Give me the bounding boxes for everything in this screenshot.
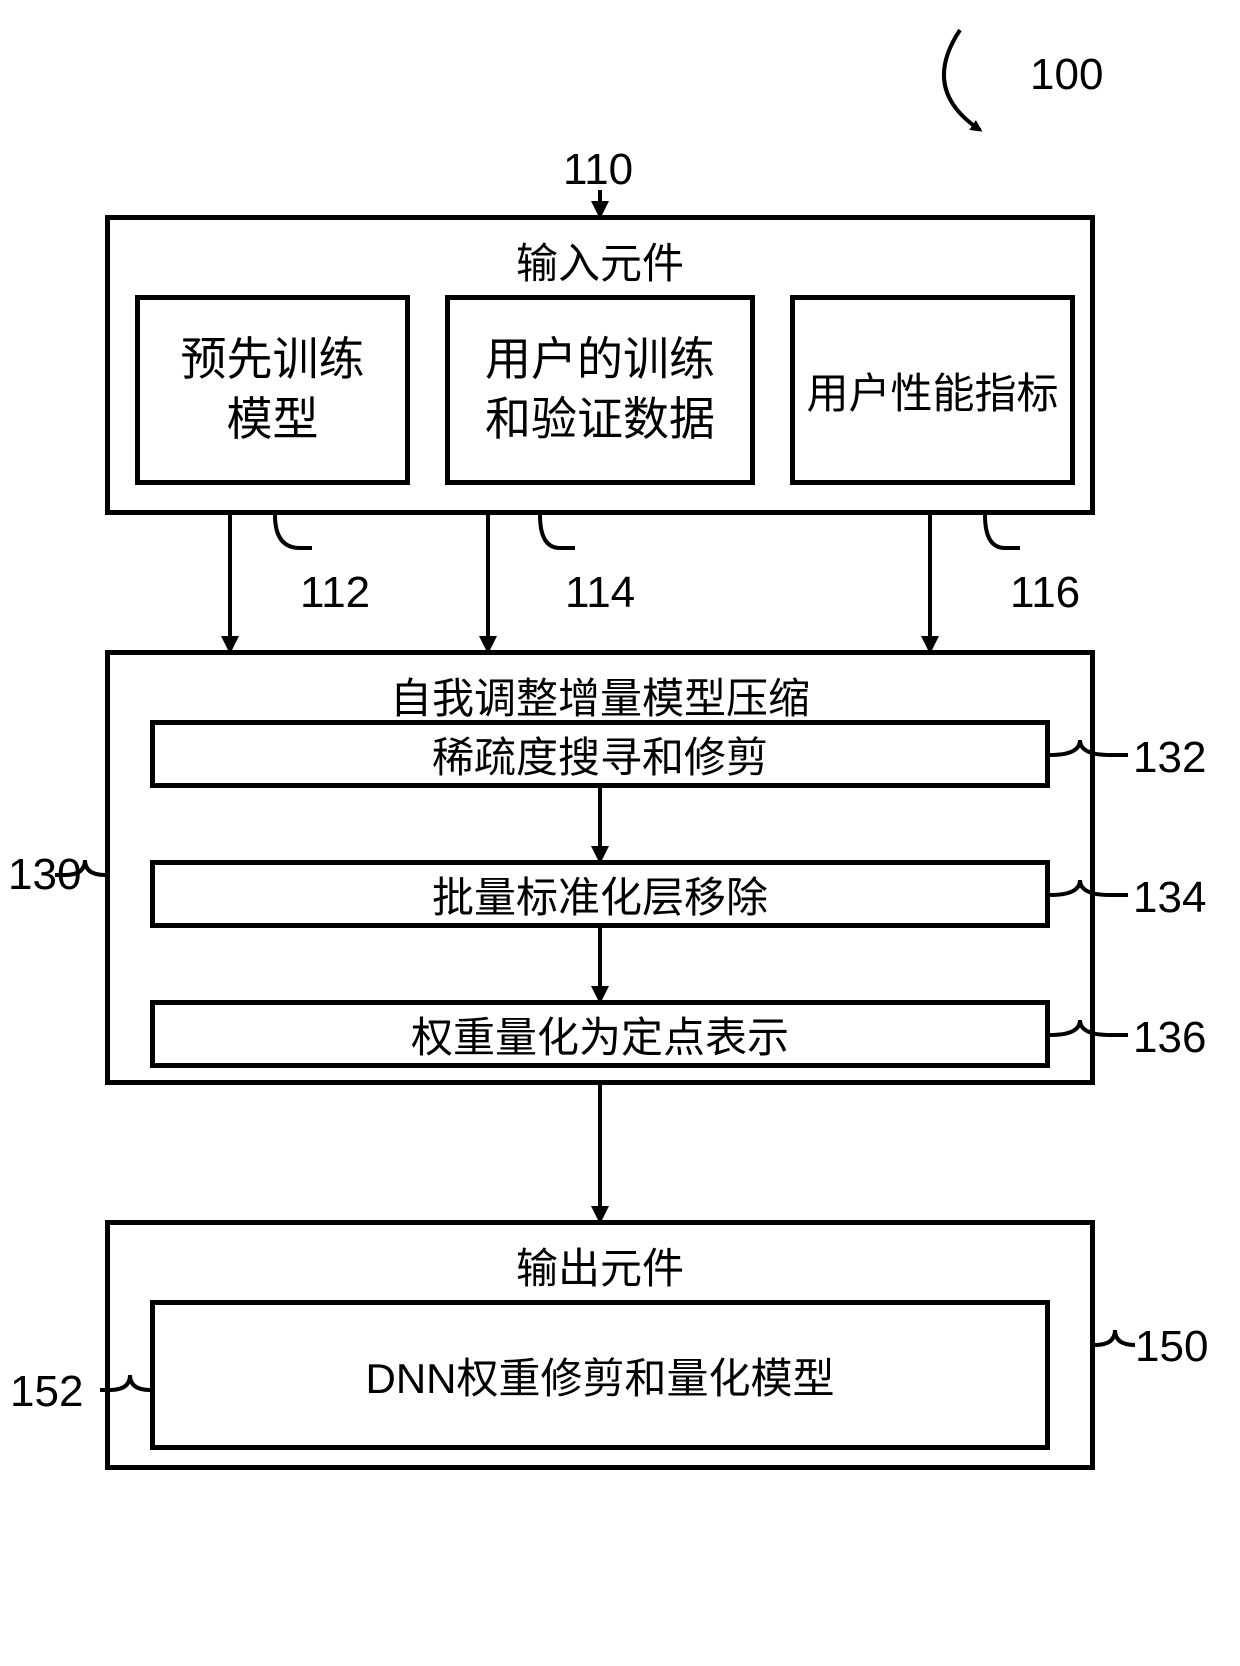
user-performance-metrics-text: 用户性能指标: [806, 360, 1058, 421]
pretrained-model-line1: 预先训练: [181, 330, 365, 390]
ref-label-114: 114: [565, 568, 635, 618]
ref-label-110: 110: [563, 145, 633, 195]
ref-label-152: 152: [10, 1367, 83, 1417]
weight-quantization-box: 权重量化为定点表示: [150, 1000, 1050, 1068]
ref-label-112: 112: [300, 568, 370, 618]
compression-component-title: 自我调整增量模型压缩: [110, 665, 1090, 726]
output-component-title: 输出元件: [110, 1235, 1090, 1296]
ref-label-116: 116: [1010, 568, 1080, 618]
pretrained-model-line2: 模型: [181, 390, 365, 450]
sparsity-search-pruning-text: 稀疏度搜寻和修剪: [432, 724, 768, 785]
diagram-container: 输入元件 预先训练 模型 用户的训练 和验证数据 用户性能指标 自我调整增量模型…: [0, 0, 1240, 1666]
user-performance-metrics-box: 用户性能指标: [790, 295, 1075, 485]
ref-label-134: 134: [1133, 873, 1206, 923]
input-component-title: 输入元件: [110, 230, 1090, 291]
dnn-model-output-box: DNN权重修剪和量化模型: [150, 1300, 1050, 1450]
ref-label-130: 130: [8, 850, 81, 900]
ref-label-150: 150: [1135, 1322, 1208, 1372]
user-training-data-line2: 和验证数据: [485, 390, 715, 450]
weight-quantization-text: 权重量化为定点表示: [411, 1004, 789, 1065]
ref-label-136: 136: [1133, 1013, 1206, 1063]
dnn-model-output-text: DNN权重修剪和量化模型: [366, 1345, 835, 1406]
ref-label-100: 100: [1030, 50, 1103, 100]
user-training-data-line1: 用户的训练: [485, 330, 715, 390]
batch-norm-removal-box: 批量标准化层移除: [150, 860, 1050, 928]
ref-label-132: 132: [1133, 733, 1206, 783]
user-training-data-box: 用户的训练 和验证数据: [445, 295, 755, 485]
sparsity-search-pruning-box: 稀疏度搜寻和修剪: [150, 720, 1050, 788]
batch-norm-removal-text: 批量标准化层移除: [432, 864, 768, 925]
pretrained-model-box: 预先训练 模型: [135, 295, 410, 485]
